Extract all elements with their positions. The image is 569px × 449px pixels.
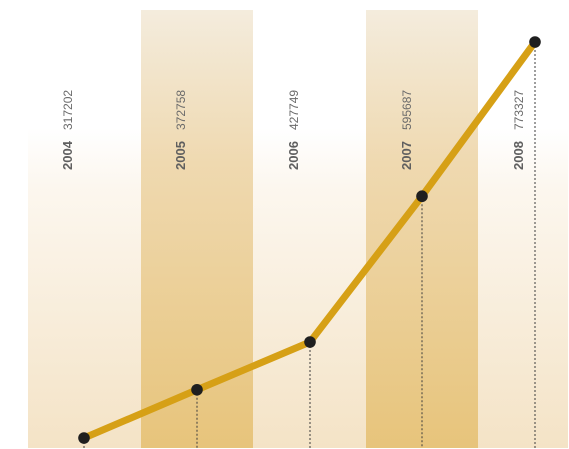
year-label-2008: 2008 xyxy=(511,141,526,170)
category-label-group-2007: 2007 595687 xyxy=(399,90,414,170)
background-band-light xyxy=(28,128,141,448)
data-points xyxy=(78,36,541,444)
category-label-group-2004: 2004 317202 xyxy=(60,90,75,170)
year-label-2007: 2007 xyxy=(399,141,414,170)
category-label-group-2005: 2005 372758 xyxy=(173,90,188,170)
year-label-2004: 2004 xyxy=(60,140,75,170)
category-label-group-2008: 2008 773327 xyxy=(511,90,526,170)
data-point-2005 xyxy=(191,383,203,396)
background-band-light xyxy=(478,128,568,448)
data-point-2008 xyxy=(529,36,541,48)
year-label-2006: 2006 xyxy=(286,141,301,170)
data-point-2007 xyxy=(416,190,428,203)
background-band-strong xyxy=(141,10,253,448)
value-label-2004: 317202 xyxy=(61,90,75,130)
category-label-group-2006: 2006 427749 xyxy=(286,90,301,170)
value-label-2008: 773327 xyxy=(512,90,526,130)
background-bands xyxy=(28,10,568,448)
value-label-2007: 595687 xyxy=(400,90,414,130)
category-labels: 2004 317202 2005 372758 2006 427749 2007 595687… xyxy=(60,90,526,170)
data-point-2004 xyxy=(78,432,90,444)
data-point-2006 xyxy=(304,336,316,348)
value-label-2006: 427749 xyxy=(287,90,301,130)
value-label-2005: 372758 xyxy=(174,90,188,130)
year-label-2005: 2005 xyxy=(173,141,188,170)
